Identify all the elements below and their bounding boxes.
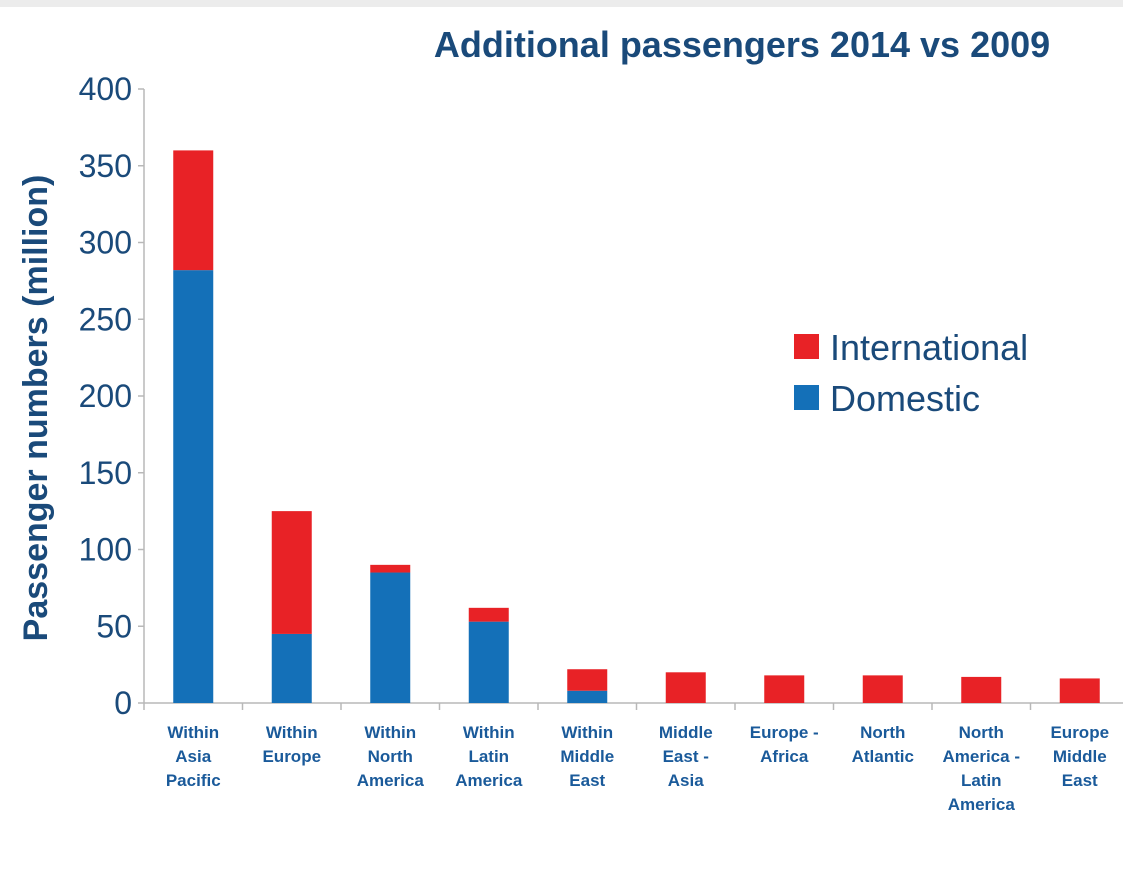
- y-tick-label-1: 50: [96, 608, 132, 644]
- bar-international-0: [173, 150, 214, 271]
- y-tick-label-6: 300: [79, 225, 132, 261]
- bar-international-7: [862, 675, 903, 703]
- bar-international-4: [567, 669, 608, 691]
- y-tick-label-2: 100: [79, 532, 132, 568]
- y-tick-label-7: 350: [79, 148, 132, 184]
- legend-swatch-domestic: [794, 385, 819, 410]
- x-tick-label-4: Within Middle East: [560, 723, 614, 790]
- legend-label-international: International: [830, 327, 1028, 368]
- x-tick-label-9: Europe Middle East: [1050, 723, 1109, 790]
- bar-international-2: [370, 564, 411, 573]
- x-tick-label-1: Within Europe: [262, 723, 321, 766]
- top-strip: [0, 0, 1123, 7]
- legend-label-domestic: Domestic: [830, 378, 980, 419]
- y-axis-ticks: 0 50 100 150 200 250 300 350 400: [79, 71, 144, 721]
- x-tick-label-8: North America -Latin America: [943, 723, 1020, 814]
- bar-domestic-2: [370, 572, 411, 703]
- y-axis-label: Passenger numbers (million): [17, 175, 55, 642]
- y-tick-label-0: 0: [114, 685, 132, 721]
- x-axis-labels: Within Asia Pacific Within Europe Within North…: [166, 723, 1109, 814]
- x-tick-label-5: Middle East -Asia: [659, 723, 713, 790]
- bar-international-1: [271, 511, 312, 634]
- bar-international-6: [764, 675, 805, 703]
- legend: International Domestic: [794, 327, 1028, 419]
- x-tick-label-2: Within North America: [357, 723, 425, 790]
- legend-swatch-international: [794, 334, 819, 359]
- bar-domestic-0: [173, 270, 214, 703]
- bar-domestic-4: [567, 690, 608, 703]
- bars-group: [173, 150, 1100, 703]
- bar-international-8: [961, 676, 1002, 703]
- bar-domestic-3: [468, 621, 509, 703]
- bar-international-3: [468, 607, 509, 622]
- bar-international-5: [665, 672, 706, 703]
- chart-title: Additional passengers 2014 vs 2009: [434, 24, 1050, 65]
- y-tick-label-5: 250: [79, 301, 132, 337]
- bar-domestic-1: [271, 633, 312, 703]
- x-tick-label-3: Within Latin America: [455, 723, 523, 790]
- y-tick-label-8: 400: [79, 71, 132, 107]
- x-tick-label-0: Within Asia Pacific: [166, 723, 221, 790]
- x-tick-label-7: North Atlantic: [852, 723, 914, 766]
- bar-international-9: [1059, 678, 1100, 703]
- y-tick-label-4: 200: [79, 378, 132, 414]
- x-axis-tick-marks: [143, 703, 1032, 710]
- x-tick-label-6: Europe -Africa: [750, 723, 819, 766]
- y-tick-label-3: 150: [79, 455, 132, 491]
